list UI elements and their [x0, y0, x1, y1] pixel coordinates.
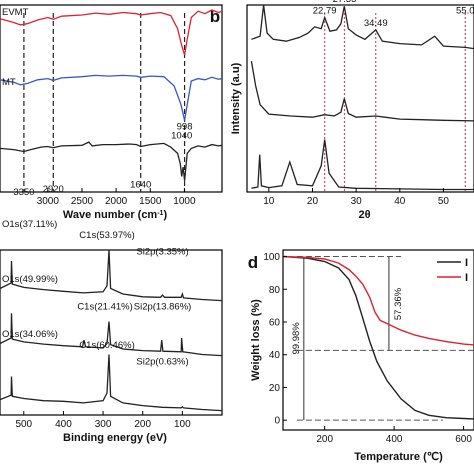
chart-panel-b: 10 20 30 40 50 22.7927.33 34.49 55.0 2θ Intensity…	[230, 0, 474, 221]
bracket-label-0: 57.36%	[393, 287, 404, 320]
x-tick-label-c-3: 200	[134, 419, 151, 430]
x-tick-label-b-0: 10	[263, 196, 275, 207]
annotation-a-5: 1040	[171, 130, 192, 141]
x-axis-label-close-a: )	[163, 209, 167, 221]
annotation-b-1: 27.33	[333, 0, 357, 5]
panel-label-d: d	[248, 253, 258, 272]
y-tick-label-d-4: 80	[269, 285, 281, 296]
annotation-b-0: 22.79	[313, 6, 337, 17]
x-tick-label-c-2: 300	[95, 419, 112, 430]
plot-frame-c	[0, 249, 223, 416]
x-axis-label-c: Binding energy (eV)	[63, 432, 167, 444]
x-axis-label-b: 2θ	[358, 209, 370, 221]
annotation-c-5: Si2p(13.86%)	[134, 301, 192, 312]
annotation-a-3: 2920	[43, 184, 64, 195]
x-tick-label-c-1: 400	[55, 419, 72, 430]
chart-panel-d: 57.36% 99.98% 0 20 40 60 80 100 200 400 600 Tempera…	[250, 249, 474, 463]
annotation-c-0: O1s(37.11%)	[2, 219, 57, 230]
plot-frame-b	[246, 4, 474, 193]
x-axis-label-d: Temperature (℃)	[354, 451, 443, 463]
series-line-d-1	[282, 255, 474, 346]
plot-frame-a	[0, 4, 223, 193]
annotation-c-8: Si2p(0.63%)	[136, 356, 188, 367]
annotation-b-3: 55.0	[456, 6, 474, 17]
x-tick-label-d-1: 400	[386, 434, 403, 445]
chart-panel-c: 500 400 300 200 100O1s(37.11%)C1s(53.97%)Si2…	[0, 219, 223, 444]
series-line-d-0	[282, 255, 474, 420]
series-line-a-0	[0, 9, 223, 56]
legend-label-0: I	[465, 257, 468, 269]
series-line-b-0	[251, 4, 474, 50]
annotation-a-2: 3350	[13, 187, 34, 198]
series-line-c-1	[0, 313, 223, 357]
series-line-c-2	[0, 354, 223, 412]
x-tick-label-c-4: 100	[174, 419, 191, 430]
annotation-c-2: Si2p(3.35%)	[136, 246, 188, 257]
series-line-c-0	[0, 249, 223, 302]
y-tick-label-d-5: 100	[263, 252, 280, 263]
y-tick-label-d-0: 0	[274, 416, 280, 427]
x-tick-label-a-2: 2000	[105, 196, 128, 207]
annotation-a-4: 1640	[130, 180, 151, 191]
series-line-b-1	[250, 60, 474, 122]
y-tick-label-d-3: 60	[269, 318, 281, 329]
annotation-c-4: C1s(21.41%)	[77, 301, 132, 312]
series-line-a-2	[0, 141, 223, 181]
annotation-c-7: C1s(60.46%)	[79, 340, 134, 351]
annotation-a-6: 998	[177, 122, 193, 133]
annotation-c-1: C1s(53.97%)	[79, 230, 134, 241]
x-tick-label-a-1: 2500	[71, 196, 94, 207]
y-tick-label-d-1: 20	[269, 383, 281, 394]
y-axis-label-b: Intensity (a.u)	[230, 62, 242, 134]
plot-frame-d	[282, 249, 474, 431]
annotation-a-0: EVMT	[2, 7, 29, 18]
x-tick-label-b-4: 50	[438, 196, 450, 207]
x-axis-label-a: Wave number (cm-1)	[63, 209, 168, 221]
y-axis-label-d: Weight loss (%)	[250, 299, 262, 381]
x-tick-label-a-4: 1000	[173, 196, 196, 207]
x-tick-label-d-0: 200	[316, 434, 333, 445]
annotation-b-2: 34.49	[364, 18, 388, 29]
y-tick-label-d-2: 40	[269, 350, 281, 361]
x-tick-label-b-2: 30	[351, 196, 363, 207]
x-tick-label-c-0: 500	[15, 419, 32, 430]
x-tick-label-b-3: 40	[394, 196, 406, 207]
legend-label-1: I	[465, 272, 468, 284]
x-tick-label-d-2: 600	[455, 434, 472, 445]
series-line-a-1	[0, 74, 223, 121]
annotation-a-1: MT	[2, 77, 16, 88]
x-tick-label-a-0: 3000	[37, 196, 60, 207]
x-tick-label-a-3: 1500	[139, 196, 162, 207]
x-axis-label-sup-a: -1	[157, 210, 163, 217]
bracket-label-1: 99.98%	[291, 322, 302, 355]
annotation-c-6: O1s(34.06%)	[2, 329, 58, 340]
panel-label-b: b	[210, 7, 220, 26]
series-line-b-2	[251, 139, 474, 191]
annotation-c-3: O1s(49.99%)	[2, 274, 58, 285]
x-tick-label-b-1: 20	[307, 196, 319, 207]
chart-panel-a: 3000 2500 2000 1500 1000 EVMT MT 3350 2920 1640 10…	[0, 4, 223, 221]
